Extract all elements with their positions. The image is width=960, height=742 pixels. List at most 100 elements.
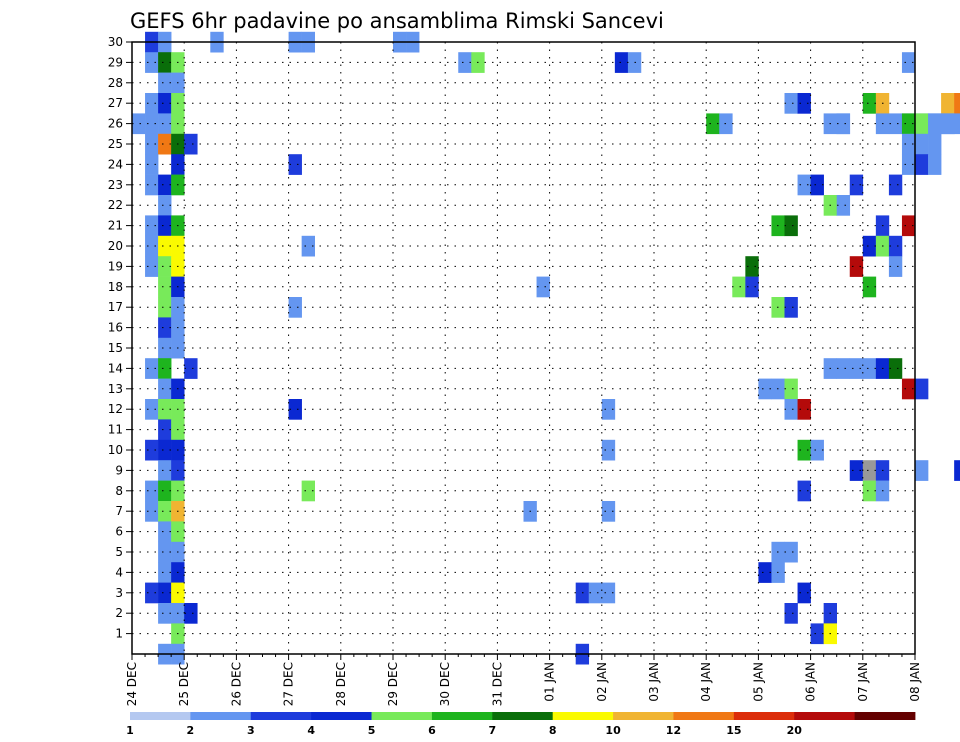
precip-cell bbox=[145, 256, 159, 277]
precip-cell bbox=[145, 439, 159, 461]
precip-cell bbox=[145, 52, 159, 73]
colorbar-label: 10 bbox=[605, 724, 621, 737]
x-tick-label: 08 JAN bbox=[908, 662, 922, 702]
precip-cell bbox=[915, 460, 929, 481]
y-tick-label: 3 bbox=[115, 586, 123, 600]
precip-cell bbox=[184, 603, 198, 624]
precip-cell bbox=[810, 439, 824, 461]
precip-cell bbox=[849, 358, 864, 379]
precip-cell bbox=[601, 582, 616, 604]
precip-cell bbox=[458, 52, 472, 73]
precip-cell bbox=[301, 235, 315, 257]
x-tick-label: 03 JAN bbox=[647, 662, 661, 702]
precip-cell bbox=[158, 399, 172, 420]
precip-cell bbox=[901, 113, 916, 135]
precip-cell bbox=[915, 113, 929, 135]
y-tick-label: 27 bbox=[108, 96, 123, 110]
y-tick-label: 1 bbox=[115, 627, 123, 641]
x-axis: 24 DEC 25 DEC 26 DEC 27 DEC 28 DEC 29 DEC 30 D… bbox=[125, 654, 922, 706]
y-tick-label: 2 bbox=[115, 606, 123, 620]
precip-cell bbox=[928, 113, 942, 135]
precip-cell bbox=[184, 133, 198, 155]
x-tick-label: 02 JAN bbox=[595, 662, 609, 702]
y-tick-label: 19 bbox=[108, 259, 123, 273]
precip-cell bbox=[536, 276, 550, 298]
y-tick-label: 17 bbox=[108, 300, 123, 314]
colorbar-swatch bbox=[250, 712, 312, 720]
y-tick-label: 6 bbox=[115, 525, 123, 539]
precip-cell bbox=[784, 603, 798, 624]
precip-cell bbox=[797, 439, 811, 461]
colorbar-label: 8 bbox=[549, 724, 557, 737]
precip-cell bbox=[888, 358, 903, 379]
precip-cell bbox=[901, 133, 916, 155]
y-tick-label: 21 bbox=[108, 219, 123, 233]
precip-cell bbox=[797, 480, 811, 502]
colorbar-swatch bbox=[311, 712, 372, 720]
precip-cell bbox=[158, 582, 172, 604]
precip-cell bbox=[601, 501, 616, 522]
precip-cell bbox=[145, 399, 159, 420]
precip-cell bbox=[901, 154, 916, 175]
precip-cell bbox=[158, 72, 172, 94]
precip-cell bbox=[797, 93, 811, 114]
colorbar-label: 2 bbox=[187, 724, 195, 737]
y-tick-label: 4 bbox=[115, 565, 123, 579]
precip-cell bbox=[745, 276, 759, 298]
y-tick-label: 23 bbox=[108, 178, 123, 192]
x-tick-label: 31 DEC bbox=[490, 662, 504, 706]
precip-cell bbox=[158, 460, 172, 481]
precip-cell bbox=[862, 358, 877, 379]
x-tick-label: 04 JAN bbox=[699, 662, 713, 702]
precip-cell bbox=[158, 378, 172, 400]
precip-cell bbox=[158, 256, 172, 277]
precip-cell bbox=[145, 235, 159, 257]
precip-cell bbox=[158, 480, 172, 502]
precip-cell bbox=[928, 133, 942, 155]
precip-cell bbox=[810, 623, 824, 645]
precip-cell bbox=[849, 256, 864, 277]
y-tick-label: 25 bbox=[108, 137, 123, 151]
precip-cell bbox=[145, 93, 159, 114]
precip-cell bbox=[158, 501, 172, 522]
precip-cell bbox=[588, 582, 603, 604]
colorbar-label: 1 bbox=[126, 724, 134, 737]
precip-cell bbox=[797, 582, 811, 604]
chart-title: GEFS 6hr padavine po ansamblima Rimski S… bbox=[130, 9, 664, 33]
precip-cell bbox=[732, 276, 746, 298]
x-tick-label: 01 JAN bbox=[543, 662, 557, 702]
precip-cell bbox=[158, 297, 172, 318]
y-tick-label: 16 bbox=[108, 321, 123, 335]
y-tick-label: 20 bbox=[108, 239, 123, 253]
precip-cell bbox=[158, 439, 172, 461]
colorbar-swatch bbox=[492, 712, 554, 720]
colorbar-label: 20 bbox=[787, 724, 803, 737]
y-tick-label: 18 bbox=[108, 280, 123, 294]
x-tick-label: 29 DEC bbox=[386, 662, 400, 706]
x-tick-label: 26 DEC bbox=[229, 662, 243, 706]
y-tick-label: 11 bbox=[108, 423, 123, 437]
colorbar-swatch bbox=[673, 712, 735, 720]
precip-cell bbox=[758, 562, 772, 583]
precip-cell bbox=[145, 358, 159, 379]
y-tick-label: 26 bbox=[108, 117, 123, 131]
precip-cell bbox=[145, 174, 159, 196]
y-axis: 1234567891011121314151617181920212223242… bbox=[108, 35, 132, 641]
precip-cell bbox=[745, 256, 759, 277]
precip-cell bbox=[797, 174, 811, 196]
precip-cell bbox=[888, 113, 903, 135]
y-tick-label: 8 bbox=[115, 484, 123, 498]
x-tick-label: 25 DEC bbox=[177, 662, 191, 706]
x-tick-label: 28 DEC bbox=[334, 662, 348, 706]
precip-cell bbox=[158, 603, 172, 624]
x-tick-label: 27 DEC bbox=[282, 662, 296, 706]
y-tick-label: 15 bbox=[108, 341, 123, 355]
x-tick-label: 06 JAN bbox=[804, 662, 818, 702]
precip-cell bbox=[301, 480, 315, 502]
x-tick-label: 24 DEC bbox=[125, 662, 139, 706]
colorbar-swatch bbox=[613, 712, 674, 720]
colorbar-swatch bbox=[552, 712, 614, 720]
precip-cell bbox=[862, 93, 877, 114]
precip-cell bbox=[145, 582, 159, 604]
